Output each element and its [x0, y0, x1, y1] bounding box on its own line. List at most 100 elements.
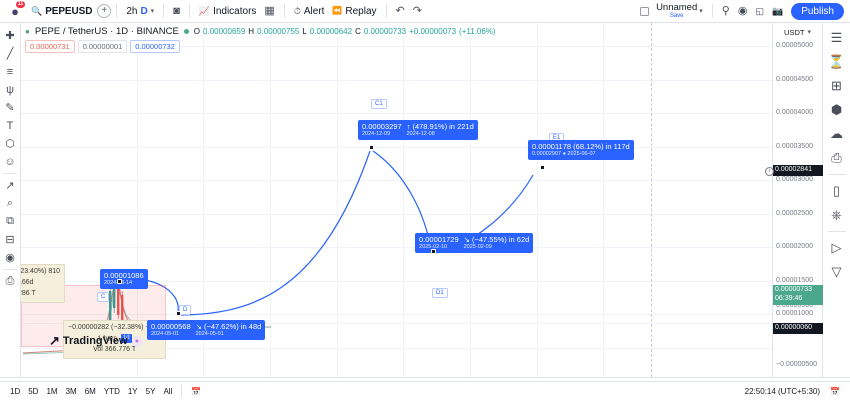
alerts-clock-icon[interactable]: ⏳	[828, 54, 845, 69]
anno-2025-06[interactable]: 0.00001178 (68.12%) in 117d 0.00002907 ●…	[528, 140, 634, 161]
data-window-icon[interactable]: ⊞	[831, 78, 842, 93]
anno-peak-2024-03[interactable]: 0.00001086 2024-03-14	[100, 269, 148, 290]
chart-style-button[interactable]: ◙	[169, 4, 184, 19]
right-icon-rail: ☰ ⏳ ⊞ ⬢ ☁ ⎙ ▯ ⎈ ▷ ▽	[822, 23, 850, 377]
indicators-icon: 📈	[198, 5, 211, 16]
footer-divider	[181, 384, 183, 398]
ohlc-values: O 0.00000659 H 0.00000755 L 0.00000642 C 0.0…	[194, 27, 496, 36]
layout-button[interactable]: ▦	[260, 4, 278, 19]
anno-handle[interactable]	[431, 249, 436, 254]
cursor-price-value: 0.00002841	[775, 166, 812, 173]
text-icon[interactable]: T	[6, 119, 14, 132]
range-button-1y[interactable]: 1Y	[127, 386, 138, 396]
close-value: 0.00000733	[363, 27, 407, 36]
low-label: L	[302, 27, 307, 36]
pitchfork-icon[interactable]: ψ	[6, 83, 14, 96]
anno-date: 2024-12-09	[362, 131, 391, 138]
layout-checkbox[interactable]	[640, 6, 650, 16]
anno-tag-d[interactable]: D	[179, 305, 192, 315]
emoji-icon[interactable]: ☺	[4, 155, 16, 168]
snapshot-button[interactable]: 📷	[768, 5, 787, 18]
legend-badge-gray[interactable]: 0.00000001	[77, 40, 128, 53]
measure-ruler-icon[interactable]: ↗	[5, 180, 15, 192]
layout-chevron-icon[interactable]: ▾	[699, 8, 703, 15]
anno-handle[interactable]	[369, 145, 374, 150]
zoom-in-icon[interactable]: ⌕	[6, 197, 14, 209]
currency-selector[interactable]: USDT ▾	[773, 25, 822, 39]
trend-line-icon[interactable]: ╱	[6, 48, 14, 60]
price-tick: 0.00005000	[776, 42, 813, 49]
magnet-icon[interactable]: ⧉	[6, 215, 14, 227]
trash-icon[interactable]: ⎙	[5, 275, 15, 287]
anno-tag-c1[interactable]: C1	[371, 99, 387, 109]
range-button-all[interactable]: All	[163, 386, 173, 396]
anno-low-2025-02[interactable]: 0.00001729 2025-02-10 ↘ (−47.55%) in 62d…	[415, 233, 534, 254]
publish-button[interactable]: Publish	[791, 2, 844, 20]
gridline-v	[270, 23, 271, 377]
eye-hide-icon[interactable]: ◉	[5, 252, 15, 264]
range-button-5d[interactable]: 5D	[28, 386, 39, 396]
replay-button[interactable]: ⏪ Replay	[328, 4, 380, 19]
anno-peak-2024-12[interactable]: 0.00003297 2024-12-09 ↑ (478.91%) in 221…	[358, 120, 478, 141]
info-icon[interactable]: i	[765, 167, 774, 176]
anno-handle[interactable]	[176, 311, 181, 316]
chat-icon[interactable]: ▯	[832, 183, 841, 198]
legend-badge-blue[interactable]: 0.00000732	[130, 40, 180, 53]
hotlists-icon[interactable]: ⬢	[830, 102, 843, 117]
indicators-button[interactable]: 📈 Indicators	[195, 4, 261, 19]
fullscreen-button[interactable]: ◱	[751, 5, 768, 18]
save-layout-button[interactable]: Unnamed Save	[656, 3, 697, 20]
anno-tag-d1[interactable]: D1	[432, 288, 448, 298]
open-value: 0.00000659	[203, 27, 246, 36]
toolbar-divider	[116, 4, 118, 18]
stream-icon[interactable]: ▷	[831, 240, 842, 255]
cursor-cross-icon[interactable]: ✚	[5, 30, 15, 42]
calendar-icon[interactable]: ☁	[830, 126, 843, 141]
anno-change: ↘ (−47.55%) in 62d	[463, 235, 530, 244]
range-button-1d[interactable]: 1D	[10, 386, 21, 396]
settings-button[interactable]: ◉	[734, 4, 752, 19]
notifications-bell-icon[interactable]: ▽	[831, 264, 842, 279]
range-button-ytd[interactable]: YTD	[103, 386, 120, 396]
watchlist-icon[interactable]: ☰	[830, 30, 843, 45]
gridline	[21, 180, 772, 181]
anno-tag-c[interactable]: C	[97, 292, 110, 302]
layout-name-label: Unnamed	[656, 1, 698, 13]
timeframe-value: 2h	[126, 5, 138, 17]
anno-price: 0.00003297	[362, 122, 402, 131]
chart-canvas[interactable]: ● PEPE / TetherUS · 1D · BINANCE O 0.0000…	[21, 23, 772, 377]
patterns-icon[interactable]: ⬡	[5, 138, 15, 150]
price-axis[interactable]: USDT ▾ 0.00005000 0.00004500 0.00004000 …	[765, 23, 823, 377]
symbol-search-button[interactable]: 🔍 PEPEUSD	[26, 2, 97, 20]
fib-retracement-icon[interactable]: ≡	[6, 65, 14, 78]
ideas-bulb-icon[interactable]: ⎙	[831, 150, 842, 165]
range-button-3m[interactable]: 3M	[65, 386, 77, 396]
brush-icon[interactable]: ✎	[5, 102, 15, 114]
legend-badge-red[interactable]: 0.00000731	[25, 40, 75, 53]
quick-search-button[interactable]: ⚲	[718, 4, 734, 19]
range-button-1m[interactable]: 1M	[46, 386, 58, 396]
open-label: O	[193, 27, 201, 36]
range-button-6m[interactable]: 6M	[84, 386, 96, 396]
timeframe-selector[interactable]: 2h D ▾	[122, 4, 158, 19]
redo-button[interactable]: ↷	[409, 4, 426, 19]
add-symbol-button[interactable]: +	[97, 4, 112, 18]
price-tick: 0.00003000	[776, 176, 813, 183]
price-tick: 0.00001500	[776, 277, 813, 284]
undo-button[interactable]: ↶	[392, 4, 409, 19]
anno-low-2024-05[interactable]: 0.00000568 2024-05-01 ↘ (−47.62%) in 48d…	[147, 320, 266, 341]
anno-handle[interactable]	[117, 279, 122, 284]
right-rail-divider-2	[827, 231, 846, 232]
timezone-calendar-icon[interactable]: 📅	[830, 386, 840, 396]
anno-price: 0.00001729	[419, 235, 459, 244]
tradingview-logo[interactable]: ● 11	[4, 1, 26, 21]
legend-symbol-title[interactable]: PEPE / TetherUS · 1D · BINANCE	[34, 26, 179, 37]
range-button-5y[interactable]: 5Y	[145, 386, 156, 396]
lock-icon[interactable]: ⊟	[5, 234, 15, 246]
broker-icon[interactable]: ⎈	[831, 207, 842, 222]
anno-handle[interactable]	[540, 165, 545, 170]
calendar-icon[interactable]: 📅	[191, 386, 202, 396]
gridline	[21, 247, 772, 248]
alert-button[interactable]: ⏱ Alert	[290, 4, 329, 19]
